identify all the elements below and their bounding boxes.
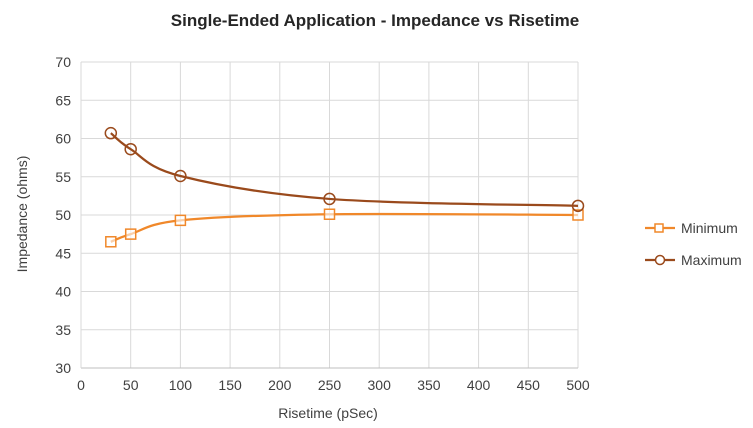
x-tick-label: 300 (368, 377, 392, 393)
axes (80, 62, 578, 369)
x-tick-label: 200 (268, 377, 292, 393)
data-point-maximum (124, 142, 137, 156)
legend: Minimum Maximum (645, 220, 742, 268)
x-tick-label: 50 (123, 377, 139, 393)
series-line-maximum (110, 132, 579, 207)
data-point-minimum (174, 214, 187, 227)
data-point-maximum (174, 169, 187, 183)
x-tick-label: 450 (517, 377, 541, 393)
legend-label: Minimum (681, 220, 738, 236)
x-tick-labels: 0 50 100 150 200 250 300 350 400 450 500 (77, 377, 590, 393)
x-tick-label: 350 (417, 377, 441, 393)
y-tick-label: 30 (55, 360, 71, 376)
data-point-minimum (105, 236, 117, 248)
y-tick-label: 55 (55, 169, 71, 185)
legend-label: Maximum (681, 252, 742, 268)
x-tick-label: 500 (566, 377, 590, 393)
data-point-minimum (323, 208, 336, 220)
y-tick-labels: 70 65 60 55 50 45 40 35 30 (55, 54, 71, 376)
x-tick-label: 150 (218, 377, 242, 393)
data-point-minimum (572, 209, 584, 221)
y-tick-label: 40 (55, 284, 71, 300)
series-maximum (104, 126, 585, 213)
data-point-maximum (571, 199, 585, 213)
data-point-maximum (323, 192, 336, 206)
x-tick-label: 400 (467, 377, 491, 393)
legend-item-maximum: Maximum (645, 252, 742, 268)
x-tick-label: 100 (169, 377, 193, 393)
series (104, 126, 585, 248)
chart-title: Single-Ended Application - Impedance vs … (171, 11, 579, 30)
legend-item-minimum: Minimum (645, 220, 738, 236)
y-axis-title: Impedance (ohms) (14, 156, 30, 273)
data-point-maximum (104, 126, 118, 140)
series-minimum (105, 208, 584, 248)
y-tick-label: 35 (55, 322, 71, 338)
y-tick-label: 70 (55, 54, 71, 70)
y-tick-label: 60 (55, 131, 71, 147)
y-tick-label: 45 (55, 245, 71, 261)
legend-marker (654, 223, 664, 233)
legend-marker (654, 254, 666, 266)
data-point-minimum (124, 228, 137, 240)
x-tick-label: 0 (77, 377, 85, 393)
x-tick-label: 250 (318, 377, 342, 393)
x-axis-title: Risetime (pSec) (278, 405, 378, 421)
y-tick-label: 65 (55, 92, 71, 108)
y-tick-label: 50 (55, 207, 71, 223)
